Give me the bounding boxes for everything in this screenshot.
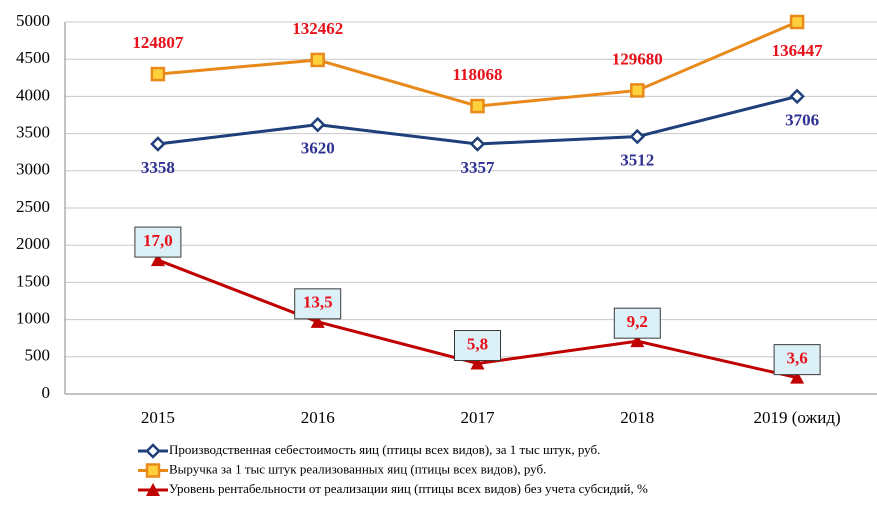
legend-label: Выручка за 1 тыс штук реализованных яиц …	[169, 461, 546, 476]
data-label: 3357	[461, 158, 496, 177]
y-tick-label: 0	[42, 383, 51, 402]
legend-marker	[146, 483, 160, 496]
point	[470, 98, 485, 114]
x-tick-label: 2017	[461, 408, 496, 427]
data-label: 5,8	[467, 334, 488, 353]
legend-label: Производственная себестоимость яиц (птиц…	[169, 442, 600, 457]
data-label: 3512	[620, 150, 654, 169]
data-label: 3358	[141, 158, 175, 177]
point	[150, 136, 166, 152]
data-label: 3,6	[786, 349, 807, 368]
label-box	[773, 344, 821, 376]
point	[150, 253, 165, 267]
data-label: 132462	[292, 19, 343, 38]
point	[310, 314, 325, 328]
data-label: 17,0	[143, 231, 173, 250]
point	[470, 356, 485, 370]
y-tick-label: 500	[25, 346, 51, 365]
legend-marker	[145, 443, 161, 459]
y-tick-label: 4000	[16, 85, 50, 104]
x-tick-label: 2015	[141, 408, 175, 427]
point	[150, 66, 166, 82]
point	[630, 334, 645, 348]
data-label: 3706	[785, 110, 819, 129]
y-tick-label: 5000	[16, 11, 50, 30]
y-tick-label: 1500	[16, 271, 50, 290]
y-tick-label: 4500	[16, 48, 50, 67]
y-tick-label: 3000	[16, 160, 50, 179]
point	[629, 128, 646, 145]
y-tick-label: 3500	[16, 123, 50, 142]
data-label: 13,5	[303, 293, 333, 312]
y-tick-label: 2000	[16, 234, 50, 253]
point	[789, 88, 805, 105]
data-label: 129680	[612, 49, 663, 68]
label-box	[294, 288, 342, 320]
data-label: 3620	[301, 139, 335, 158]
label-box	[134, 226, 182, 258]
x-tick-label: 2018	[620, 408, 654, 427]
point	[309, 116, 326, 133]
label-box	[613, 307, 661, 339]
point	[469, 136, 486, 152]
point	[790, 370, 805, 384]
data-label: 9,2	[627, 312, 648, 331]
data-label: 124807	[132, 33, 184, 52]
data-label: 118068	[452, 65, 502, 84]
point	[310, 52, 325, 68]
y-tick-label: 2500	[16, 197, 50, 216]
data-label: 136447	[772, 41, 824, 60]
x-tick-label: 2019 (ожид)	[754, 408, 841, 427]
label-box	[454, 329, 501, 361]
point	[789, 14, 805, 30]
legend-marker	[145, 463, 161, 478]
y-tick-label: 1000	[16, 309, 50, 328]
x-tick-label: 2016	[301, 408, 335, 427]
legend-label: Уровень рентабельности от реализации яиц…	[169, 481, 648, 496]
point	[630, 83, 645, 98]
